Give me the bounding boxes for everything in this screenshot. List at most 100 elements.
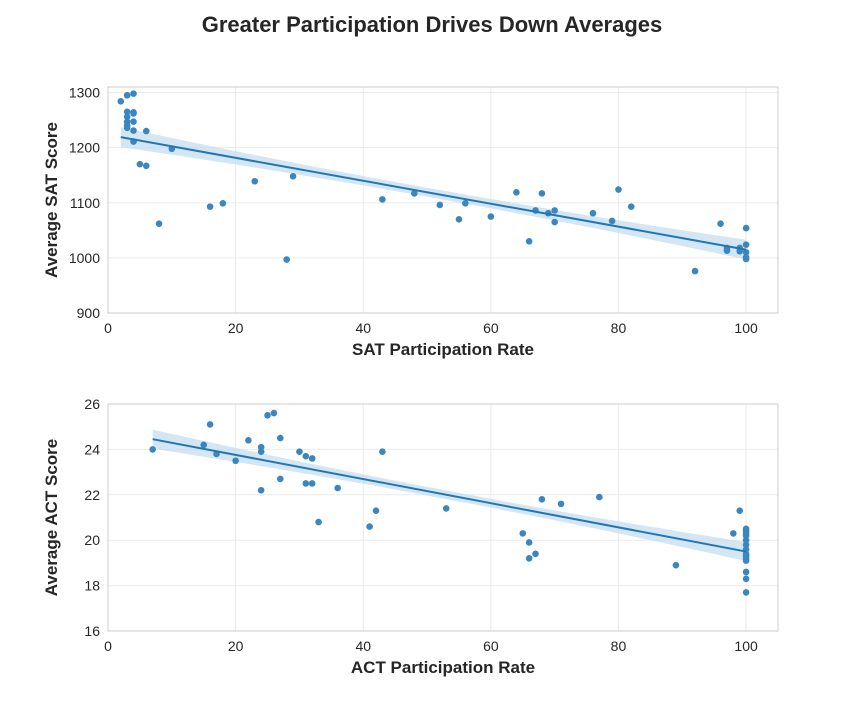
sat-data-point <box>589 209 597 217</box>
act-data-point <box>315 518 322 526</box>
sat-data-point <box>130 127 137 134</box>
sat-data-point <box>123 122 131 129</box>
sat-x-axis-label: SAT Participation Rate <box>352 340 534 359</box>
act-data-point <box>206 421 214 428</box>
sat-data-point <box>130 90 137 97</box>
act-data-point <box>302 480 310 487</box>
sat-data-point <box>513 188 520 196</box>
act-y-tick-label: 18 <box>84 578 100 594</box>
sat-data-point <box>379 196 386 203</box>
sat-data-point <box>742 224 750 232</box>
act-data-point <box>200 441 208 449</box>
act-y-axis-label: Average ACT Score <box>42 439 61 596</box>
act-x-tick-label: 100 <box>734 638 758 654</box>
act-x-tick-label: 20 <box>228 638 244 654</box>
act-data-point <box>276 434 284 442</box>
sat-data-point <box>142 162 150 170</box>
sat-data-point <box>123 113 131 121</box>
sat-data-point <box>436 201 444 209</box>
sat-data-point <box>206 203 214 210</box>
sat-plot-frame <box>107 86 779 314</box>
sat-data-point <box>608 217 616 225</box>
act-data-point <box>742 541 750 549</box>
sat-data-point <box>551 207 558 214</box>
sat-data-point <box>283 256 290 263</box>
sat-y-tick-label: 1200 <box>69 140 100 156</box>
act-regression-line <box>152 438 747 553</box>
figure-title: Greater Participation Drives Down Averag… <box>202 12 663 37</box>
act-data-point <box>519 530 527 537</box>
act-data-point <box>532 550 539 558</box>
sat-data-point <box>123 108 131 116</box>
sat-y-tick-label: 1300 <box>69 85 100 101</box>
act-data-point <box>742 589 750 596</box>
act-data-point <box>334 484 342 492</box>
act-data-point <box>257 448 265 455</box>
act-scatter-plot: 0 20 40 60 80 100 16 18 20 22 24 26 ACT Participatio… <box>42 396 779 677</box>
sat-data-point <box>130 118 137 126</box>
sat-data-point <box>136 160 144 168</box>
act-data-point <box>232 457 239 465</box>
act-data-point <box>308 480 316 487</box>
act-data-point <box>296 448 303 455</box>
act-x-tick-label: 60 <box>483 638 499 654</box>
sat-data-point <box>717 220 724 228</box>
act-data-point <box>372 507 380 514</box>
act-data-point <box>302 452 310 460</box>
sat-data-point <box>155 220 163 228</box>
sat-y-tick-label: 1100 <box>70 195 100 211</box>
act-y-tick-label: 16 <box>84 623 100 639</box>
sat-data-point <box>627 203 635 210</box>
act-data-point <box>257 486 265 494</box>
sat-scatter-plot: 0 20 40 60 80 100 900 1000 1100 1200 1300 SAT Parti… <box>42 85 779 359</box>
act-data-point <box>557 500 565 508</box>
sat-y-axis-label: Average SAT Score <box>42 122 61 278</box>
sat-data-point <box>410 190 418 197</box>
sat-data-point <box>615 186 622 193</box>
sat-data-point <box>289 172 297 180</box>
act-data-point <box>742 532 750 539</box>
sat-data-point <box>742 249 750 256</box>
sat-data-point <box>123 91 131 99</box>
act-data-point <box>257 443 265 451</box>
act-data-point <box>525 539 533 546</box>
act-y-tick-label: 26 <box>84 396 100 412</box>
sat-data-point <box>742 255 750 263</box>
act-data-point <box>264 412 271 419</box>
act-data-point <box>270 409 278 417</box>
act-x-tick-label: 0 <box>104 638 112 654</box>
act-data-point <box>276 475 284 483</box>
act-data-point <box>525 555 533 562</box>
act-y-tick-label: 24 <box>84 441 100 457</box>
sat-x-tick-label: 40 <box>355 320 371 336</box>
act-data-point <box>596 493 603 501</box>
act-data-point <box>742 536 750 544</box>
sat-data-point <box>723 247 731 255</box>
act-data-point <box>308 455 316 462</box>
sat-data-point <box>251 177 259 185</box>
act-x-axis-label: ACT Participation Rate <box>351 658 535 677</box>
sat-x-tick-label: 20 <box>228 320 244 336</box>
act-x-tick-label: 80 <box>611 638 627 654</box>
sat-x-tick-label: 60 <box>483 320 499 336</box>
act-y-tick-label: 22 <box>84 487 100 503</box>
act-data-point <box>736 507 744 514</box>
sat-data-point <box>142 127 150 135</box>
sat-data-point <box>551 218 558 226</box>
sat-data-point <box>487 213 495 220</box>
act-data-point <box>442 505 450 512</box>
sat-y-tick-label: 1000 <box>69 250 100 266</box>
sat-data-point <box>742 241 750 248</box>
act-data-point <box>742 557 750 564</box>
act-data-point <box>742 575 750 583</box>
act-plot-frame <box>107 403 779 632</box>
sat-data-point <box>455 215 463 223</box>
sat-regression-line <box>120 136 747 251</box>
sat-data-point <box>219 200 227 207</box>
sat-data-point <box>691 267 699 275</box>
sat-data-point <box>538 190 546 197</box>
act-data-point <box>366 523 373 530</box>
sat-x-tick-label: 100 <box>734 320 758 336</box>
